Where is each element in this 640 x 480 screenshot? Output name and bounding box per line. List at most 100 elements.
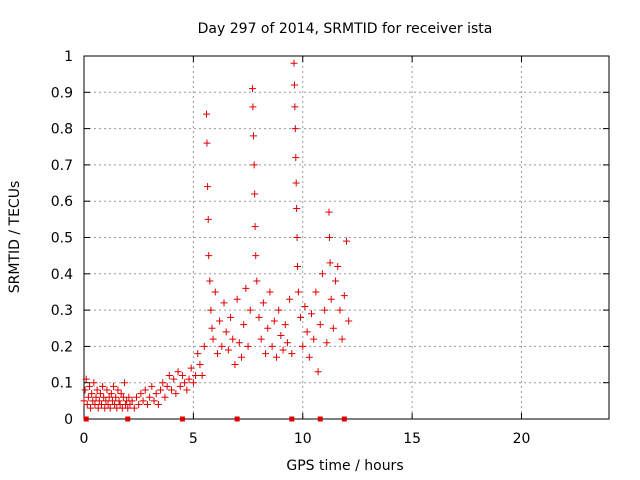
data-point <box>185 375 193 383</box>
data-point <box>203 110 210 118</box>
data-point <box>204 183 212 191</box>
data-point <box>200 342 208 350</box>
data-point <box>250 132 258 140</box>
data-point <box>332 277 340 285</box>
data-point <box>259 299 267 307</box>
data-point <box>178 371 186 379</box>
data-point <box>233 295 241 303</box>
data-point <box>105 393 113 401</box>
data-point <box>238 353 245 361</box>
data-point <box>279 346 287 354</box>
data-point <box>293 234 301 241</box>
data-point <box>104 400 112 408</box>
data-point <box>163 382 171 390</box>
data-point <box>326 259 334 267</box>
data-point <box>316 321 324 329</box>
x-tick-label: 0 <box>80 431 89 447</box>
data-point <box>252 252 260 260</box>
data-point <box>251 190 259 198</box>
data-point <box>248 85 256 93</box>
data-point <box>196 361 204 369</box>
data-point <box>325 234 333 241</box>
data-point <box>94 404 102 412</box>
y-axis-title: SRMTID / TECUs <box>7 181 23 294</box>
data-point <box>106 404 114 412</box>
data-point <box>218 342 226 350</box>
data-point <box>102 397 110 405</box>
data-point <box>264 324 272 332</box>
y-tick-label: 0.6 <box>51 194 73 210</box>
data-point <box>283 339 291 347</box>
data-point <box>211 288 219 296</box>
y-tick-label: 0.7 <box>51 158 73 174</box>
data-point <box>209 335 217 343</box>
data-point <box>125 393 133 401</box>
data-point <box>128 397 136 405</box>
data-point <box>292 154 300 162</box>
data-point <box>85 382 93 390</box>
data-point <box>329 324 337 332</box>
data-point <box>291 125 299 133</box>
data-point <box>345 317 353 325</box>
data-point <box>165 371 173 379</box>
data-point <box>325 208 333 216</box>
data-point <box>297 313 305 321</box>
data-point <box>108 397 116 405</box>
baseline-marker <box>125 416 131 422</box>
data-point <box>133 393 140 401</box>
data-point <box>115 397 123 405</box>
data-point <box>294 263 301 271</box>
data-point <box>255 313 263 321</box>
data-point <box>270 317 278 325</box>
data-point <box>96 390 104 398</box>
baseline-marker <box>289 416 295 422</box>
data-point <box>112 393 120 401</box>
data-point <box>81 386 89 394</box>
data-point <box>110 382 118 390</box>
y-tick-label: 0 <box>64 412 73 428</box>
data-point <box>249 103 257 111</box>
data-point <box>318 270 326 278</box>
baseline-marker <box>83 416 89 422</box>
data-point <box>189 379 197 387</box>
data-point <box>117 390 125 398</box>
data-point <box>240 321 248 329</box>
y-tick-label: 1 <box>64 49 73 65</box>
data-point <box>126 400 134 408</box>
data-point <box>207 306 215 314</box>
data-point <box>84 393 92 401</box>
data-point <box>198 371 206 379</box>
data-point <box>90 379 98 387</box>
y-tick-label: 0.2 <box>51 339 73 355</box>
data-point <box>246 306 254 314</box>
y-tick-label: 0.5 <box>51 231 73 247</box>
data-point <box>152 390 160 398</box>
data-point <box>290 81 298 89</box>
x-tick-label: 20 <box>513 431 531 447</box>
x-axis-title: GPS time / hours <box>286 458 403 474</box>
data-point <box>95 397 103 405</box>
data-point <box>314 368 322 376</box>
data-point <box>124 404 132 412</box>
baseline-marker <box>234 416 240 422</box>
data-point <box>157 386 165 394</box>
data-point <box>213 350 221 358</box>
data-point <box>98 400 105 408</box>
data-point <box>251 223 259 231</box>
data-point <box>159 379 167 387</box>
data-point <box>235 339 243 347</box>
data-point <box>181 379 189 387</box>
baseline-markers <box>83 416 347 422</box>
data-point <box>168 386 175 394</box>
data-point <box>273 353 280 361</box>
data-point <box>87 404 95 412</box>
data-point <box>208 324 216 332</box>
data-point <box>150 397 158 405</box>
y-tick-label: 0.4 <box>51 267 73 283</box>
data-point <box>275 306 283 314</box>
data-point <box>338 335 346 343</box>
y-axis: 0 0.1 0.2 0.3 0.4 0.5 0.6 0.7 0.8 0.9 1 <box>51 49 609 428</box>
data-point <box>305 353 313 361</box>
data-point <box>303 328 311 336</box>
